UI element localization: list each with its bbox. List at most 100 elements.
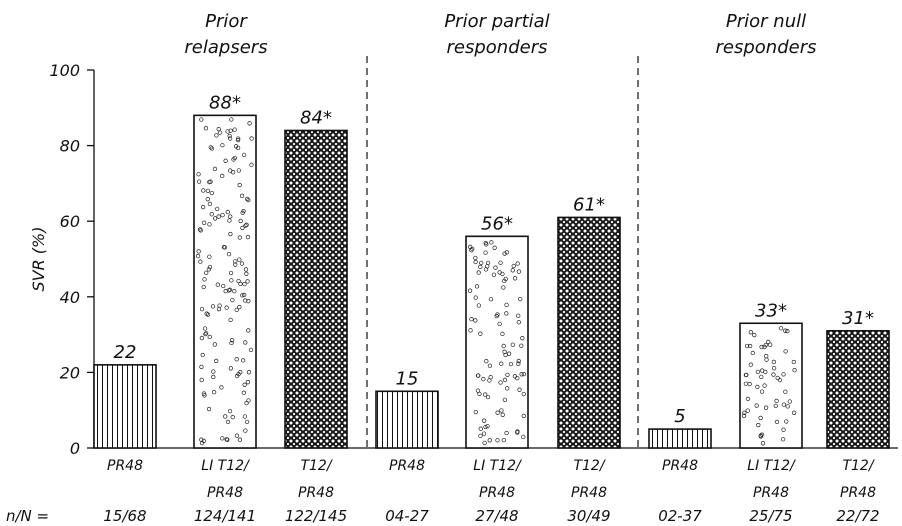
- bar-texture-dot: [233, 262, 238, 267]
- bar-texture-dot: [209, 146, 215, 151]
- bar-texture-dot: [201, 391, 207, 396]
- nn-value: 30/49: [567, 507, 610, 525]
- bar-texture-dot: [202, 326, 208, 331]
- bar-texture-dot: [201, 188, 206, 193]
- bar-texture-dot: [228, 317, 233, 322]
- bar-texture-dot: [787, 399, 792, 404]
- x-category-label: PR48: [753, 485, 789, 501]
- bar-texture-dot: [233, 259, 238, 264]
- bar-texture-dot: [240, 358, 246, 363]
- bar-texture-dot: [199, 377, 204, 383]
- bar-texture-dot: [243, 223, 248, 228]
- bar-texture-dot: [229, 117, 234, 122]
- bar-texture-dot: [783, 389, 788, 394]
- bar-texture-dot: [236, 168, 241, 173]
- bar-texture-dot: [211, 374, 216, 380]
- bar-texture-dot: [212, 216, 218, 221]
- bar-texture-dot: [493, 265, 498, 270]
- y-tick-label: 0: [70, 439, 80, 458]
- bar-texture-dot: [755, 369, 761, 374]
- bar-texture-dot: [195, 253, 201, 259]
- bar-texture-dot: [473, 255, 478, 261]
- bar-texture-dot: [200, 204, 206, 210]
- bar-texture-dot: [488, 297, 494, 302]
- bar-texture-dot: [499, 361, 504, 366]
- bar-texture-dot: [235, 373, 240, 379]
- bar-texture-dot: [521, 434, 526, 440]
- bar-texture-dot: [231, 157, 236, 162]
- bar-texture-dot: [504, 302, 509, 308]
- bar-texture-dot: [521, 413, 526, 419]
- bar-texture-dot: [228, 168, 233, 173]
- bar-texture-dot: [504, 250, 510, 255]
- bar-texture-dot: [246, 370, 252, 375]
- bar-texture-dot: [203, 126, 209, 131]
- bar-texture-dot: [791, 410, 797, 415]
- bar-texture-dot: [248, 347, 254, 353]
- bar-texture-dot: [754, 403, 759, 408]
- bar-texture-dot: [241, 152, 247, 158]
- bar-texture-dot: [764, 353, 769, 359]
- bar-texture-dot: [230, 297, 235, 303]
- bar-texture-dot: [209, 190, 215, 196]
- bar-texture-dot: [780, 437, 786, 442]
- bar-texture-dot: [228, 231, 233, 237]
- x-category-label: T12/: [300, 458, 332, 474]
- bar-texture-dot: [235, 145, 241, 150]
- bar-texture-dot: [742, 410, 747, 415]
- bar-texture-dot: [768, 342, 773, 347]
- bar-texture-dot: [227, 133, 232, 139]
- y-tick-label: 80: [60, 137, 80, 156]
- group-title: Prior partial: [444, 11, 549, 32]
- nn-value: 27/48: [475, 507, 518, 525]
- bar-texture-dot: [478, 426, 483, 431]
- bar-texture-dot: [510, 342, 515, 347]
- bar-texture-dot: [481, 376, 486, 382]
- nn-value: 124/141: [194, 507, 256, 525]
- bar-texture-dot: [249, 162, 254, 167]
- bar-texture-dot: [243, 428, 248, 433]
- bar-texture-dot: [516, 313, 521, 318]
- bar-texture-dot: [759, 374, 764, 380]
- bar-texture-dot: [473, 409, 478, 415]
- bar-texture-dot: [518, 296, 523, 302]
- bar-texture-dot: [771, 372, 776, 377]
- bar-texture-dot: [210, 304, 216, 309]
- bar-texture-dot: [246, 299, 251, 304]
- bar-texture-dot: [505, 372, 510, 378]
- bar-texture-dot: [228, 214, 233, 219]
- bar-texture-dot: [516, 361, 521, 366]
- bar: [465, 235, 529, 449]
- nn-value: 122/145: [285, 507, 347, 525]
- x-category-label: LI T12/: [747, 458, 796, 474]
- bar-value-label: 88*: [209, 92, 241, 113]
- bar-texture-dot: [504, 430, 509, 436]
- bar-texture-dot: [208, 179, 213, 184]
- bar-texture-dot: [241, 390, 247, 395]
- bar-texture-dot: [792, 367, 797, 373]
- bar-texture-dot: [763, 369, 768, 375]
- bar-texture-dot: [223, 414, 228, 419]
- bar-texture-dot: [245, 279, 250, 284]
- bar-texture-dot: [503, 352, 508, 358]
- bar-texture-dot: [519, 372, 524, 377]
- bar-texture-dot: [223, 158, 228, 163]
- x-category-label: PR48: [840, 485, 876, 501]
- bar-texture-dot: [484, 242, 489, 247]
- bar-texture-dot: [481, 431, 487, 436]
- bar-texture-dot: [478, 331, 483, 336]
- x-category-label: LI T12/: [473, 458, 522, 474]
- bar-texture-dot: [483, 392, 488, 397]
- bar-texture-dot: [745, 396, 751, 402]
- bar-texture-dot: [506, 351, 512, 356]
- bar-texture-dot: [512, 276, 518, 281]
- bar-texture-dot: [206, 406, 212, 412]
- bar-texture-dot: [783, 349, 788, 354]
- bar-texture-dot: [242, 281, 247, 287]
- bar-texture-dot: [748, 330, 754, 335]
- bar-texture-dot: [238, 281, 243, 286]
- bar-texture-dot: [205, 188, 211, 194]
- bar-texture-dot: [487, 363, 493, 368]
- bar-texture-dot: [520, 336, 525, 341]
